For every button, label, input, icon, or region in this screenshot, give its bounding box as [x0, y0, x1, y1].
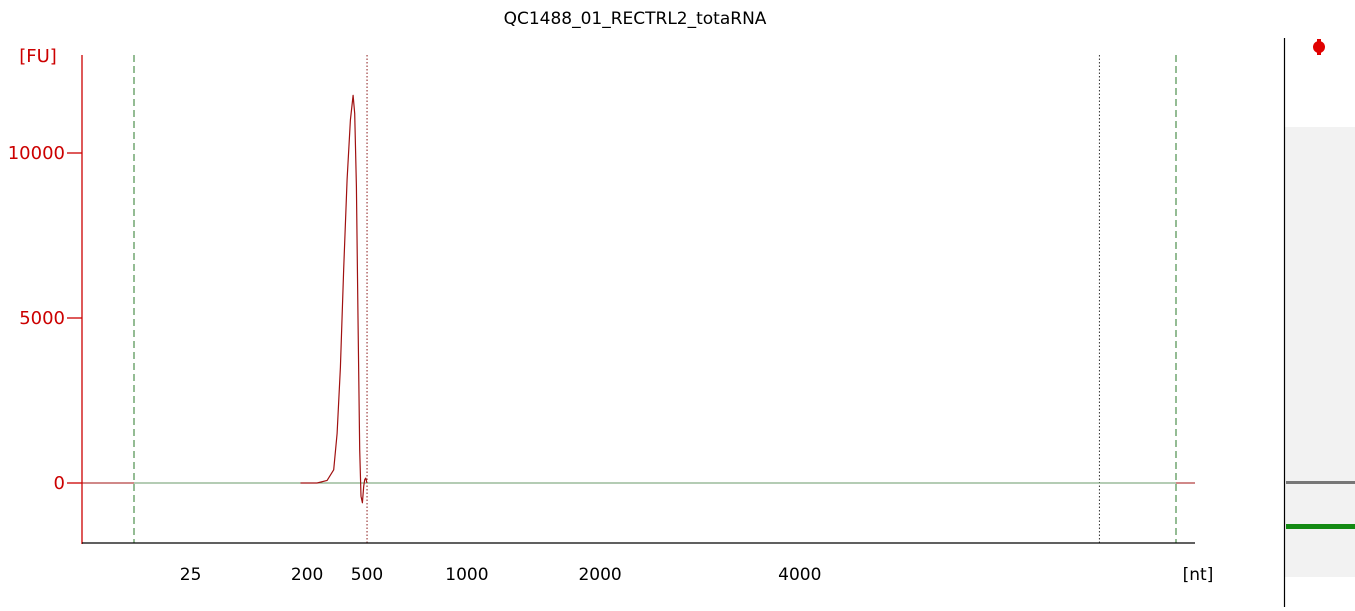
gel-band-gray	[1286, 481, 1355, 484]
gel-lane	[1285, 38, 1355, 607]
y-axis-label: [FU]	[19, 46, 57, 67]
x-tick-label-4000: 4000	[778, 565, 821, 585]
gel-lane-background	[1285, 127, 1355, 577]
gel-marker-dot-spike	[1317, 39, 1321, 55]
x-tick-label-1000: 1000	[445, 565, 488, 585]
gel-band-green	[1286, 524, 1355, 529]
y-ticks: 0 5000 10000	[8, 143, 82, 494]
x-axis-label: [nt]	[1183, 565, 1214, 585]
vertical-markers	[134, 55, 1176, 543]
x-tick-label-500: 500	[351, 565, 383, 585]
x-tick-label-25: 25	[180, 565, 202, 585]
gel-marker-dot	[1313, 39, 1325, 55]
y-tick-label-10000: 10000	[8, 143, 65, 164]
y-tick-label-0: 0	[54, 473, 65, 494]
x-tick-label-2000: 2000	[578, 565, 621, 585]
chart-title: QC1488_01_RECTRL2_totaRNA	[504, 9, 767, 29]
axes	[82, 55, 1195, 544]
x-tick-label-200: 200	[291, 565, 323, 585]
series-trace	[301, 95, 368, 503]
x-ticks: 25 200 500 1000 2000 4000	[180, 565, 822, 585]
trace-layer	[301, 95, 368, 503]
y-tick-label-5000: 5000	[19, 308, 65, 329]
